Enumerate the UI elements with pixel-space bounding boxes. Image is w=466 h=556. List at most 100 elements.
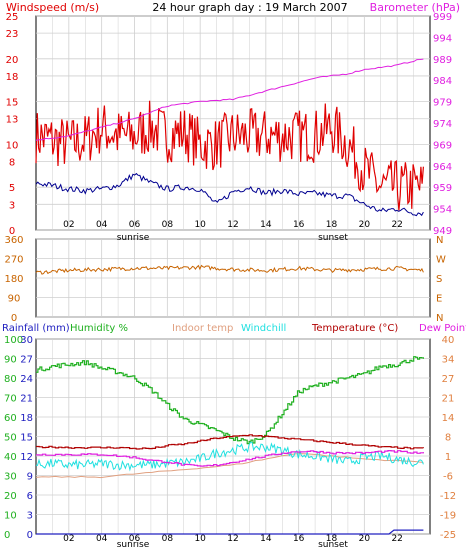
rainfall-line xyxy=(36,529,424,535)
p3-xtick-10: 10 xyxy=(194,534,206,544)
p3-humidity-tick-70: 70 xyxy=(4,394,17,405)
wind-direction-line xyxy=(35,264,424,275)
p3-xtick-14: 14 xyxy=(260,534,272,544)
p1-y2tick-979: 979 xyxy=(433,98,452,109)
p3-temp-tick-21: 21 xyxy=(442,394,455,405)
p1-y2tick-989: 989 xyxy=(433,55,452,66)
p1-y2tick-984: 984 xyxy=(433,76,452,87)
p1-xtick-12: 12 xyxy=(227,220,238,230)
dewpoint-line xyxy=(36,450,424,467)
p1-xtick-04: 04 xyxy=(96,220,108,230)
sunrise-label-top: sunrise xyxy=(117,233,150,243)
p3-humidity-tick-10: 10 xyxy=(4,511,17,522)
p2-compass-3: E xyxy=(436,294,442,305)
p2-compass-2: S xyxy=(436,274,442,285)
p3-rain-tick-30: 30 xyxy=(20,335,33,346)
p3-temp-tick--6: -6 xyxy=(443,472,453,483)
p3-humidity-tick-80: 80 xyxy=(4,374,17,385)
p1-ytick-10: 10 xyxy=(6,140,19,151)
barometer-axis-title: Barometer (hPa) xyxy=(370,1,460,14)
legend-windchill: Windchill xyxy=(241,323,286,334)
p1-ytick-23: 23 xyxy=(6,29,19,40)
sunset-label-top: sunset xyxy=(318,233,348,243)
p1-y2tick-964: 964 xyxy=(433,162,452,173)
p1-ytick-8: 8 xyxy=(9,158,15,169)
p2-ytick-360: 360 xyxy=(4,235,23,246)
p3-humidity-tick-100: 100 xyxy=(4,335,23,346)
p3-xtick-20: 20 xyxy=(359,534,371,544)
p3-xtick-08: 08 xyxy=(162,534,174,544)
p2-compass-1: W xyxy=(436,255,446,266)
p3-temp-tick-34: 34 xyxy=(442,355,455,366)
windchill-line xyxy=(35,441,424,472)
p3-humidity-tick-0: 0 xyxy=(4,530,10,541)
p2-ytick-180: 180 xyxy=(4,274,23,285)
p3-xtick-02: 02 xyxy=(63,534,74,544)
p1-y2tick-949: 949 xyxy=(433,226,452,237)
legend-indoor: Indoor temp xyxy=(172,323,233,334)
p3-rain-tick-0: 0 xyxy=(27,530,33,541)
p3-xtick-16: 16 xyxy=(293,534,305,544)
p1-y2tick-959: 959 xyxy=(433,183,452,194)
p3-temp-tick-40: 40 xyxy=(442,335,455,346)
p3-temp-tick--25: -25 xyxy=(440,530,456,541)
windspeed-line xyxy=(35,100,424,211)
p3-rain-tick-18: 18 xyxy=(20,413,33,424)
p1-ytick-13: 13 xyxy=(6,115,19,126)
p1-ytick-15: 15 xyxy=(6,98,19,109)
p3-rain-tick-21: 21 xyxy=(20,394,33,405)
temperature-line xyxy=(36,434,424,450)
p1-xtick-10: 10 xyxy=(194,220,206,230)
p1-ytick-18: 18 xyxy=(6,72,19,83)
legend-dewpoint: Dew Point xyxy=(419,323,466,334)
p3-temp-tick-1: 1 xyxy=(445,452,451,463)
sunset-label-bottom: sunset xyxy=(318,540,348,550)
p1-xtick-08: 08 xyxy=(162,220,174,230)
p1-xtick-14: 14 xyxy=(260,220,272,230)
p3-humidity-tick-40: 40 xyxy=(4,452,17,463)
chart-title: 24 hour graph day : 19 March 2007 xyxy=(152,1,347,14)
p3-temp-tick-27: 27 xyxy=(442,374,455,385)
barometer-line xyxy=(35,58,424,141)
p3-temp-tick-14: 14 xyxy=(442,413,455,424)
p1-xtick-18: 18 xyxy=(326,220,338,230)
sunrise-label-bottom: sunrise xyxy=(117,540,150,550)
windspeed-low-line xyxy=(35,172,424,217)
p1-ytick-20: 20 xyxy=(6,55,19,66)
p3-humidity-tick-20: 20 xyxy=(4,491,17,502)
p1-xtick-16: 16 xyxy=(293,220,305,230)
p2-compass-4: N xyxy=(436,313,443,324)
p3-rain-tick-15: 15 xyxy=(20,433,33,444)
p1-ytick-25: 25 xyxy=(6,12,19,23)
p1-xtick-22: 22 xyxy=(391,220,402,230)
p1-ytick-0: 0 xyxy=(9,226,15,237)
p3-xtick-22: 22 xyxy=(391,534,402,544)
indoor-temp-line xyxy=(35,453,424,479)
p1-xtick-06: 06 xyxy=(129,220,141,230)
p1-ytick-5: 5 xyxy=(9,183,15,194)
p2-compass-0: N xyxy=(436,235,443,246)
p1-ytick-3: 3 xyxy=(9,200,15,211)
p3-xtick-04: 04 xyxy=(96,534,108,544)
p1-xtick-20: 20 xyxy=(359,220,371,230)
p3-rain-tick-3: 3 xyxy=(27,511,33,522)
p3-humidity-tick-90: 90 xyxy=(4,355,17,366)
p2-ytick-270: 270 xyxy=(4,255,23,266)
p3-rain-tick-24: 24 xyxy=(20,374,33,385)
p3-rain-tick-12: 12 xyxy=(20,452,33,463)
p3-xtick-06: 06 xyxy=(129,534,141,544)
p3-humidity-tick-30: 30 xyxy=(4,472,17,483)
p3-temp-tick--19: -19 xyxy=(440,511,456,522)
p1-y2tick-969: 969 xyxy=(433,140,452,151)
p3-humidity-tick-60: 60 xyxy=(4,413,17,424)
legend-temperature: Temperature (°C) xyxy=(311,323,398,334)
p1-y2tick-974: 974 xyxy=(433,119,452,130)
p3-xtick-18: 18 xyxy=(326,534,338,544)
p3-humidity-tick-50: 50 xyxy=(4,433,17,444)
p2-ytick-0: 0 xyxy=(11,313,17,324)
p2-ytick-90: 90 xyxy=(8,294,21,305)
p1-y2tick-994: 994 xyxy=(433,33,452,44)
p3-rain-tick-6: 6 xyxy=(27,491,33,502)
windspeed-axis-title: Windspeed (m/s) xyxy=(6,1,99,14)
